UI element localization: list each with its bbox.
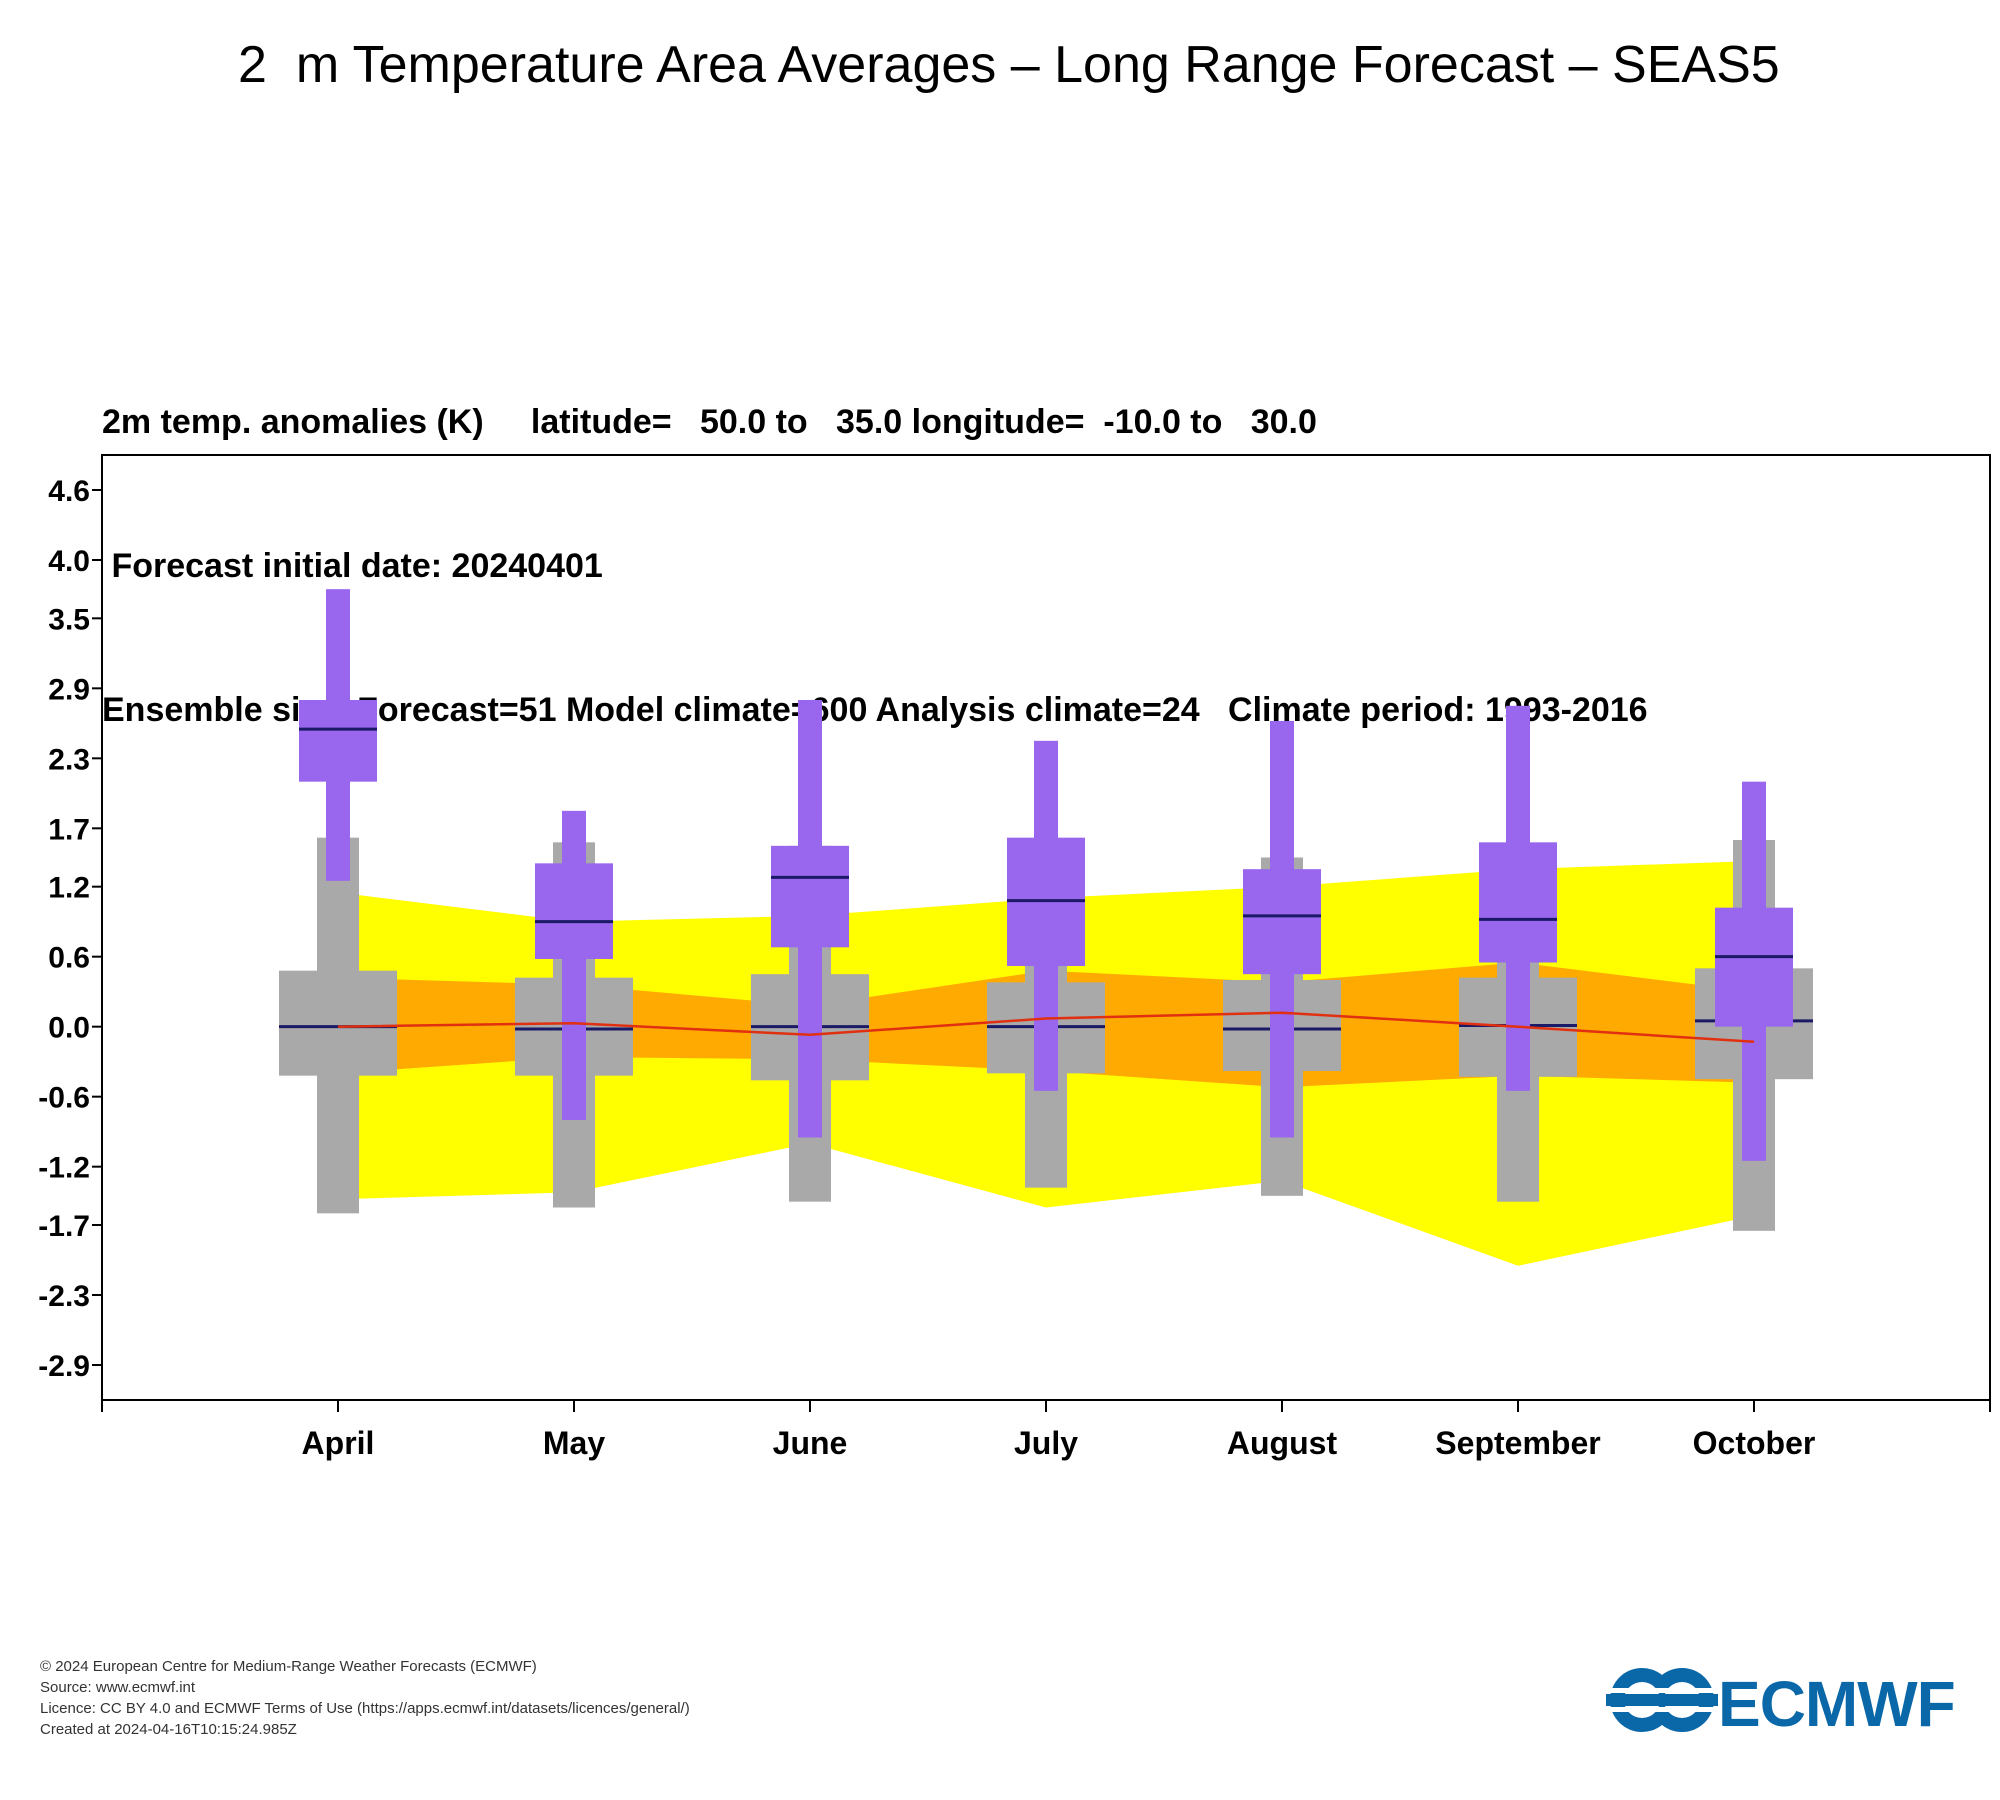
y-axis: 4.6 4.0 3.5 2.9 2.3 1.7 1.2 0.6 0.0 -0.6 -1.2 -1.7 -… — [38, 475, 102, 1383]
ecmwf-logo-text: ECMWF — [1718, 1668, 1955, 1740]
analysis-climate-median — [337, 1011, 1755, 1044]
forecast-box-april — [299, 700, 377, 782]
x-axis: April May June July August September October — [101, 1400, 1991, 1461]
chart-header-line-3: Ensemble size: Forecast=51 Model climate… — [102, 691, 1648, 729]
forecast-box-september — [1479, 842, 1557, 963]
model-climate-box-april — [279, 970, 397, 1076]
y-tick-label: -1.2 — [38, 1152, 90, 1185]
y-tick-label: 1.7 — [48, 813, 90, 846]
y-tick-label: -2.3 — [38, 1280, 90, 1313]
y-tick-label: 0.0 — [48, 1012, 90, 1045]
y-tick-label: -1.7 — [38, 1210, 90, 1243]
y-tick-label: 3.5 — [48, 603, 90, 636]
forecast-box-may — [535, 863, 613, 959]
chart: 4.6 4.0 3.5 2.9 2.3 1.7 1.2 0.6 0.0 -0.6 -1.2 -1.7 -… — [38, 454, 1991, 1461]
y-tick-label: 0.6 — [48, 942, 90, 975]
footer-created: Created at 2024-04-16T10:15:24.985Z — [40, 1721, 297, 1738]
x-tick-label-august: August — [1227, 1425, 1338, 1461]
x-tick-label-june: June — [773, 1425, 848, 1461]
y-tick-label: -0.6 — [38, 1082, 90, 1115]
y-tick-label: 4.0 — [48, 545, 90, 578]
x-tick-label-september: September — [1435, 1425, 1600, 1461]
forecast-boxes — [299, 589, 1793, 1161]
y-tick-label: 2.9 — [48, 673, 90, 706]
analysis-climate-median-line — [337, 1011, 1755, 1044]
footer-copyright: © 2024 European Centre for Medium-Range … — [40, 1658, 537, 1675]
y-tick-label: 4.6 — [48, 475, 90, 508]
x-tick-label-july: July — [1014, 1425, 1078, 1461]
x-tick-label-october: October — [1693, 1425, 1816, 1461]
x-tick-label-may: May — [543, 1425, 605, 1461]
footer-source: Source: www.ecmwf.int — [40, 1679, 196, 1696]
footer-licence: Licence: CC BY 4.0 and ECMWF Terms of Us… — [40, 1700, 690, 1717]
x-tick-label-april: April — [302, 1425, 375, 1461]
chart-header: 2m temp. anomalies (K) latitude= 50.0 to… — [102, 302, 1648, 782]
forecast-whisker-may — [562, 810, 586, 1120]
chart-header-line-1: 2m temp. anomalies (K) latitude= 50.0 to… — [102, 403, 1317, 441]
forecast-box-june — [771, 845, 849, 948]
y-tick-label: -2.9 — [38, 1350, 90, 1383]
page-title: 2 m Temperature Area Averages – Long Ran… — [238, 36, 1780, 94]
ecmwf-logo-icon — [1606, 1668, 1718, 1732]
ecmwf-logo: ECMWF — [1606, 1668, 1956, 1740]
forecast-box-august — [1243, 869, 1321, 975]
y-tick-label: 2.3 — [48, 743, 90, 776]
footer: © 2024 European Centre for Medium-Range … — [40, 1656, 690, 1740]
forecast-box-october — [1715, 907, 1793, 1027]
chart-header-line-2: Forecast initial date: 20240401 — [102, 547, 603, 585]
y-tick-label: 1.2 — [48, 872, 90, 905]
